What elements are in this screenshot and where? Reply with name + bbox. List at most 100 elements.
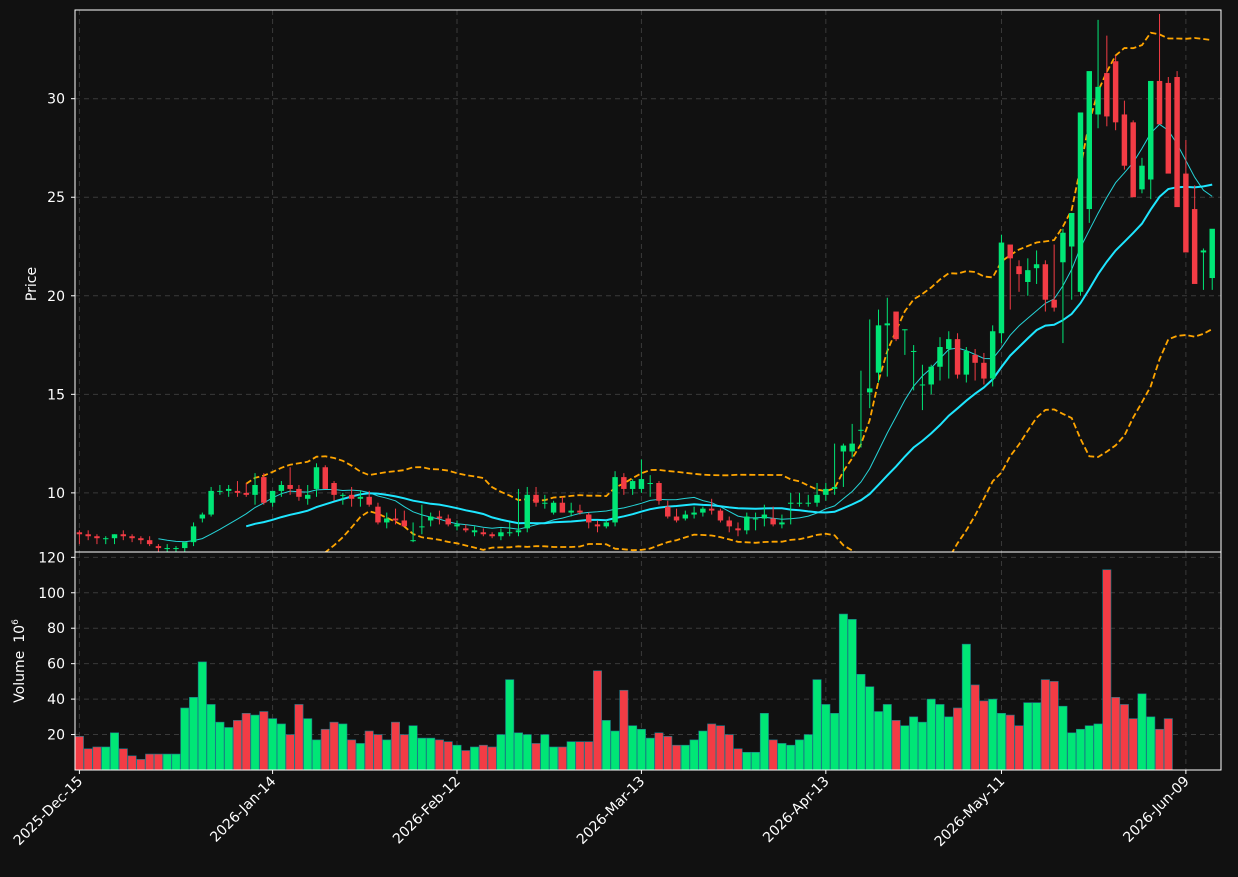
candle-body	[963, 350, 970, 375]
volume-bar	[136, 759, 146, 771]
volume-bar	[759, 712, 769, 771]
volume-bar	[171, 753, 181, 771]
volume-bar	[373, 734, 383, 771]
candle-body	[673, 516, 680, 521]
candle-body	[234, 490, 241, 493]
candle-body	[173, 548, 179, 550]
volume-axis-exponent: 6	[11, 619, 21, 625]
volume-bar	[461, 750, 471, 771]
candle-body	[1165, 82, 1172, 174]
volume-bar	[961, 643, 971, 771]
volume-bar	[751, 751, 761, 771]
volume-axis-label-text: Volume	[12, 651, 28, 703]
candle-body	[770, 518, 776, 525]
candle-body	[146, 540, 153, 545]
candle-body	[656, 483, 662, 501]
volume-bar	[917, 721, 927, 771]
volume-bar	[1163, 718, 1173, 771]
date-tick-label: 2025-Dec-15	[11, 774, 86, 849]
volume-bar	[531, 743, 541, 771]
candle-body	[1191, 209, 1198, 284]
volume-bar	[1058, 705, 1068, 771]
volume-bar	[803, 734, 813, 771]
candle-body	[586, 514, 592, 523]
volume-bar	[988, 698, 998, 771]
candle-body	[436, 516, 443, 519]
volume-tick-label: 40	[47, 692, 65, 708]
candle-body	[208, 490, 214, 515]
volume-bar	[110, 732, 119, 771]
candle-body	[893, 311, 899, 340]
volume-bar	[575, 741, 585, 771]
candle-body	[796, 502, 803, 504]
volume-bar	[399, 734, 409, 771]
volume-bar	[1040, 679, 1050, 771]
volume-bar	[847, 619, 857, 771]
volume-bar	[891, 720, 901, 771]
candle-body	[682, 514, 689, 519]
candle-body	[1209, 228, 1215, 279]
volume-bar	[795, 739, 804, 771]
candle-body	[1042, 264, 1049, 300]
candle-body	[761, 514, 768, 519]
candle-body	[419, 526, 425, 528]
volume-bar	[522, 734, 532, 771]
candle-body	[243, 492, 249, 495]
candle-body	[867, 388, 873, 393]
candle-body	[910, 350, 917, 352]
volume-bar	[1093, 723, 1103, 771]
candle-body	[647, 483, 653, 485]
candle-body	[471, 530, 478, 533]
candle-body	[744, 516, 750, 531]
volume-bar	[680, 744, 690, 771]
volume-bar	[83, 748, 93, 771]
candle-body	[717, 510, 724, 521]
volume-bar	[1049, 681, 1059, 771]
volume-bar	[162, 753, 172, 771]
candle-body	[902, 329, 908, 331]
candle-body	[989, 331, 996, 379]
volume-bar	[505, 679, 515, 771]
price-axis-label: Price	[24, 267, 40, 301]
candle-body	[1174, 77, 1180, 208]
volume-bar	[347, 739, 357, 771]
date-tick-label: 2026-Mar-13	[574, 774, 648, 848]
volume-bar	[434, 739, 444, 771]
volume-tick-label: 20	[47, 728, 65, 744]
candle-body	[594, 524, 601, 527]
candle-body	[577, 510, 583, 513]
candle-body	[972, 354, 978, 363]
candle-body	[981, 362, 987, 379]
candle-body	[1156, 80, 1163, 125]
candle-body	[550, 502, 557, 513]
candle-body	[506, 532, 513, 534]
volume-bar	[865, 686, 875, 771]
candle-body	[384, 518, 390, 523]
volume-bar	[1005, 714, 1015, 771]
candle-body	[1183, 173, 1189, 253]
candle-body	[533, 494, 539, 503]
volume-bar	[1032, 702, 1042, 771]
volume-bar	[698, 730, 708, 771]
candle-body	[937, 347, 943, 367]
candle-body	[225, 488, 232, 491]
candle-body	[463, 528, 469, 531]
bollinger-bands	[245, 31, 1213, 552]
candle-body	[1148, 80, 1154, 180]
volume-bar	[593, 670, 602, 771]
volume-bar	[1146, 716, 1156, 771]
volume-bar	[672, 744, 682, 771]
candle-body	[1112, 61, 1119, 123]
candle-body	[849, 443, 855, 452]
candle-body	[278, 484, 285, 491]
volume-bar	[724, 734, 734, 771]
volume-bar	[241, 712, 251, 771]
candle-body	[1200, 250, 1207, 253]
volume-bar	[909, 716, 919, 771]
candle-body	[348, 494, 355, 499]
upper-band-line	[245, 31, 1213, 502]
candle-body	[946, 339, 952, 349]
volume-bar	[153, 753, 163, 771]
volume-bar	[478, 744, 488, 771]
volume-bar	[970, 684, 980, 771]
